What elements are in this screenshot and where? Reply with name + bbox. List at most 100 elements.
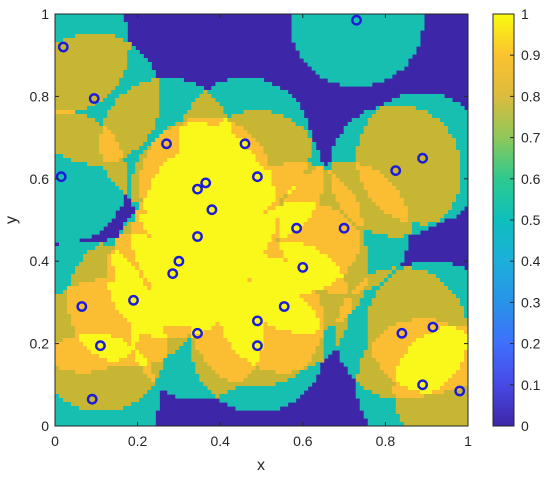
heatmap-cell bbox=[55, 110, 76, 115]
heatmap-cell bbox=[107, 94, 120, 99]
heatmap-cell bbox=[347, 186, 365, 191]
heatmap-cell bbox=[379, 394, 397, 399]
heatmap-cell bbox=[379, 206, 409, 211]
x-tick-label: 0.8 bbox=[376, 433, 396, 449]
sensor-point bbox=[206, 204, 218, 216]
heatmap-cell bbox=[231, 126, 245, 131]
heatmap-cell bbox=[367, 342, 373, 347]
heatmap-cell bbox=[139, 262, 337, 267]
heatmap-cell bbox=[99, 122, 104, 127]
heatmap-cell bbox=[359, 250, 369, 255]
heatmap-cell bbox=[339, 314, 349, 319]
heatmap-cell bbox=[263, 346, 317, 351]
heatmap-cell bbox=[55, 234, 92, 239]
heatmap-cell bbox=[107, 274, 116, 279]
heatmap-cell bbox=[139, 182, 152, 187]
y-tick-label: 0.6 bbox=[30, 171, 50, 187]
heatmap-cell bbox=[55, 326, 76, 331]
heatmap-cell bbox=[379, 106, 417, 111]
heatmap-cell bbox=[347, 366, 361, 371]
colorbar-tick-label: 0.6 bbox=[521, 171, 541, 187]
heatmap-cell bbox=[271, 234, 281, 239]
heatmap-cell bbox=[115, 306, 313, 311]
heatmap-cell bbox=[291, 186, 297, 191]
heatmap-cell bbox=[119, 142, 144, 147]
heatmap-cell bbox=[275, 238, 281, 243]
heatmap-cell bbox=[347, 286, 357, 291]
heatmap-cell bbox=[427, 222, 437, 227]
heatmap-cell bbox=[335, 330, 345, 335]
heatmap-cell bbox=[359, 406, 397, 411]
heatmap-cell bbox=[335, 326, 349, 331]
heatmap-cell bbox=[103, 118, 156, 123]
heatmap-cell bbox=[363, 126, 449, 131]
heatmap-cell bbox=[395, 398, 468, 403]
heatmap-cell bbox=[363, 110, 377, 115]
heatmap-cell bbox=[231, 122, 237, 127]
heatmap-cell bbox=[131, 402, 160, 407]
heatmap-cell bbox=[411, 266, 465, 271]
heatmap-cell bbox=[55, 310, 68, 315]
colorbar-tick-label: 0.9 bbox=[521, 47, 541, 63]
heatmap-cell bbox=[147, 374, 156, 379]
heatmap-cell bbox=[367, 250, 405, 255]
heatmap-cell bbox=[111, 294, 301, 299]
heatmap-cell bbox=[147, 138, 156, 143]
heatmap-cell bbox=[143, 370, 152, 375]
heatmap-cell bbox=[151, 282, 333, 287]
heatmap-cell bbox=[55, 54, 128, 59]
heatmap-cell bbox=[459, 190, 468, 195]
heatmap-cell bbox=[327, 170, 333, 175]
heatmap-cell bbox=[251, 134, 309, 139]
heatmap-cell bbox=[375, 270, 393, 275]
heatmap-cell bbox=[395, 406, 468, 411]
heatmap-cell bbox=[251, 278, 337, 283]
heatmap-cell bbox=[355, 386, 365, 391]
y-tick-label: 0.4 bbox=[30, 253, 50, 269]
heatmap-cell bbox=[139, 186, 152, 191]
heatmap-cell bbox=[351, 118, 369, 123]
heatmap-cell bbox=[295, 46, 417, 51]
heatmap-cell bbox=[451, 134, 468, 139]
heatmap-cell bbox=[459, 182, 468, 187]
heatmap-cell bbox=[263, 322, 269, 327]
heatmap-cell bbox=[319, 202, 341, 207]
heatmap-cell bbox=[267, 158, 309, 163]
heatmap-cell bbox=[75, 330, 132, 335]
heatmap-cell bbox=[463, 358, 468, 363]
heatmap-cell bbox=[359, 282, 369, 287]
heatmap-cell bbox=[107, 270, 116, 275]
heatmap-cell bbox=[359, 298, 373, 303]
heatmap-cell bbox=[459, 366, 468, 371]
heatmap-cell bbox=[135, 342, 168, 347]
heatmap-cell bbox=[71, 322, 132, 327]
heatmap-cell bbox=[211, 366, 257, 371]
heatmap-cell bbox=[139, 338, 168, 343]
heatmap-cell bbox=[455, 194, 468, 199]
heatmap-cell bbox=[231, 130, 249, 135]
heatmap-cell bbox=[287, 194, 321, 199]
heatmap-cell bbox=[143, 166, 160, 171]
heatmap-cell bbox=[55, 398, 64, 403]
heatmap-cell bbox=[383, 210, 409, 215]
heatmap-cell bbox=[295, 42, 421, 47]
heatmap-cell bbox=[139, 146, 148, 151]
heatmap-cell bbox=[279, 218, 309, 223]
heatmap-cell bbox=[119, 250, 136, 255]
heatmap-cell bbox=[55, 118, 96, 123]
heatmap-cell bbox=[127, 90, 160, 95]
heatmap-cell bbox=[143, 354, 168, 359]
heatmap-cell bbox=[139, 178, 152, 183]
heatmap-cell bbox=[323, 314, 341, 319]
heatmap-cell bbox=[395, 266, 405, 271]
heatmap-cell bbox=[371, 298, 461, 303]
heatmap-cell bbox=[311, 170, 325, 175]
heatmap-cell bbox=[363, 218, 401, 223]
heatmap-cell bbox=[339, 178, 361, 183]
sensor-point bbox=[86, 393, 98, 405]
heatmap-cell bbox=[331, 178, 341, 183]
heatmap-cell bbox=[359, 238, 365, 243]
heatmap-cell bbox=[107, 258, 112, 263]
heatmap-cell bbox=[163, 362, 196, 367]
heatmap-cell bbox=[367, 318, 413, 323]
